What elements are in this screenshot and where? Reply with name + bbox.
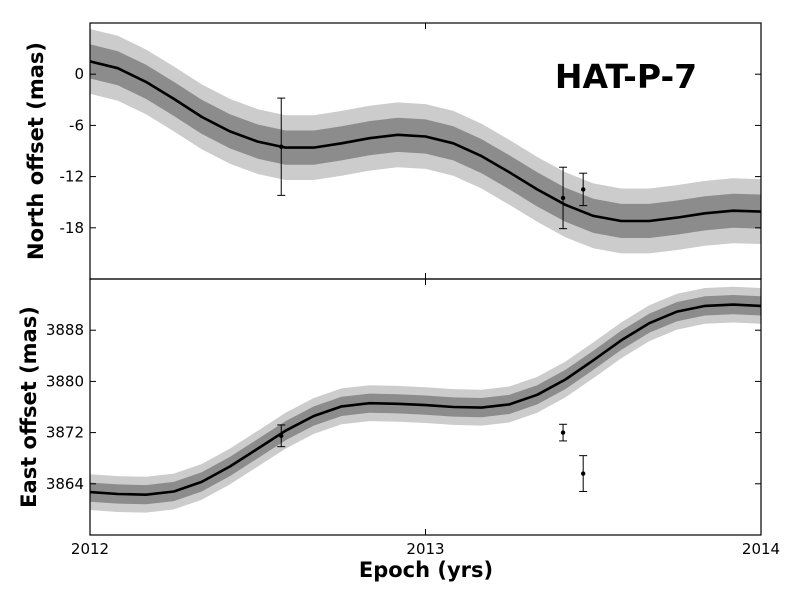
x-tick-label: 2013 (406, 540, 444, 558)
x-tick-label: 2012 (71, 540, 109, 558)
y-tick-label: 3864 (46, 475, 84, 493)
data-point (559, 166, 568, 230)
data-marker (279, 144, 284, 149)
one-sigma-band (90, 295, 761, 505)
x-tick-label: 2014 (742, 540, 780, 558)
model-line (90, 60, 761, 223)
data-point (277, 424, 286, 448)
y-tick-label: 3872 (46, 424, 84, 442)
y-tick-label: -12 (60, 168, 85, 186)
y-tick-label: -6 (69, 116, 84, 134)
model-line (90, 303, 761, 497)
data-point (579, 455, 588, 492)
data-point (559, 423, 568, 442)
one-sigma-band (90, 44, 761, 238)
y-tick-label: -18 (60, 219, 85, 237)
data-point (579, 172, 588, 207)
north-offset-panel: 0 -6 -12 -18 (60, 22, 762, 280)
plot-area (90, 29, 761, 254)
y-tick-label: 3880 (46, 372, 84, 390)
y-axis-title-east: East offset (mas) (17, 306, 41, 508)
y-tick-label: 3888 (46, 321, 84, 339)
data-marker (560, 430, 566, 435)
data-marker (279, 433, 284, 438)
data-marker (560, 195, 566, 201)
x-axis-title: Epoch (yrs) (359, 558, 493, 582)
annotation-hat-p-7: HAT-P-7 (555, 57, 697, 96)
east-offset-panel: 3864 3872 3880 3888 2012 2013 2014 (46, 278, 780, 558)
data-marker (580, 187, 586, 192)
plot-area (90, 286, 761, 513)
data-point (277, 97, 286, 196)
y-axis-title-north: North offset (mas) (24, 42, 48, 260)
y-tick-label: 0 (74, 65, 84, 83)
data-marker (580, 471, 586, 476)
